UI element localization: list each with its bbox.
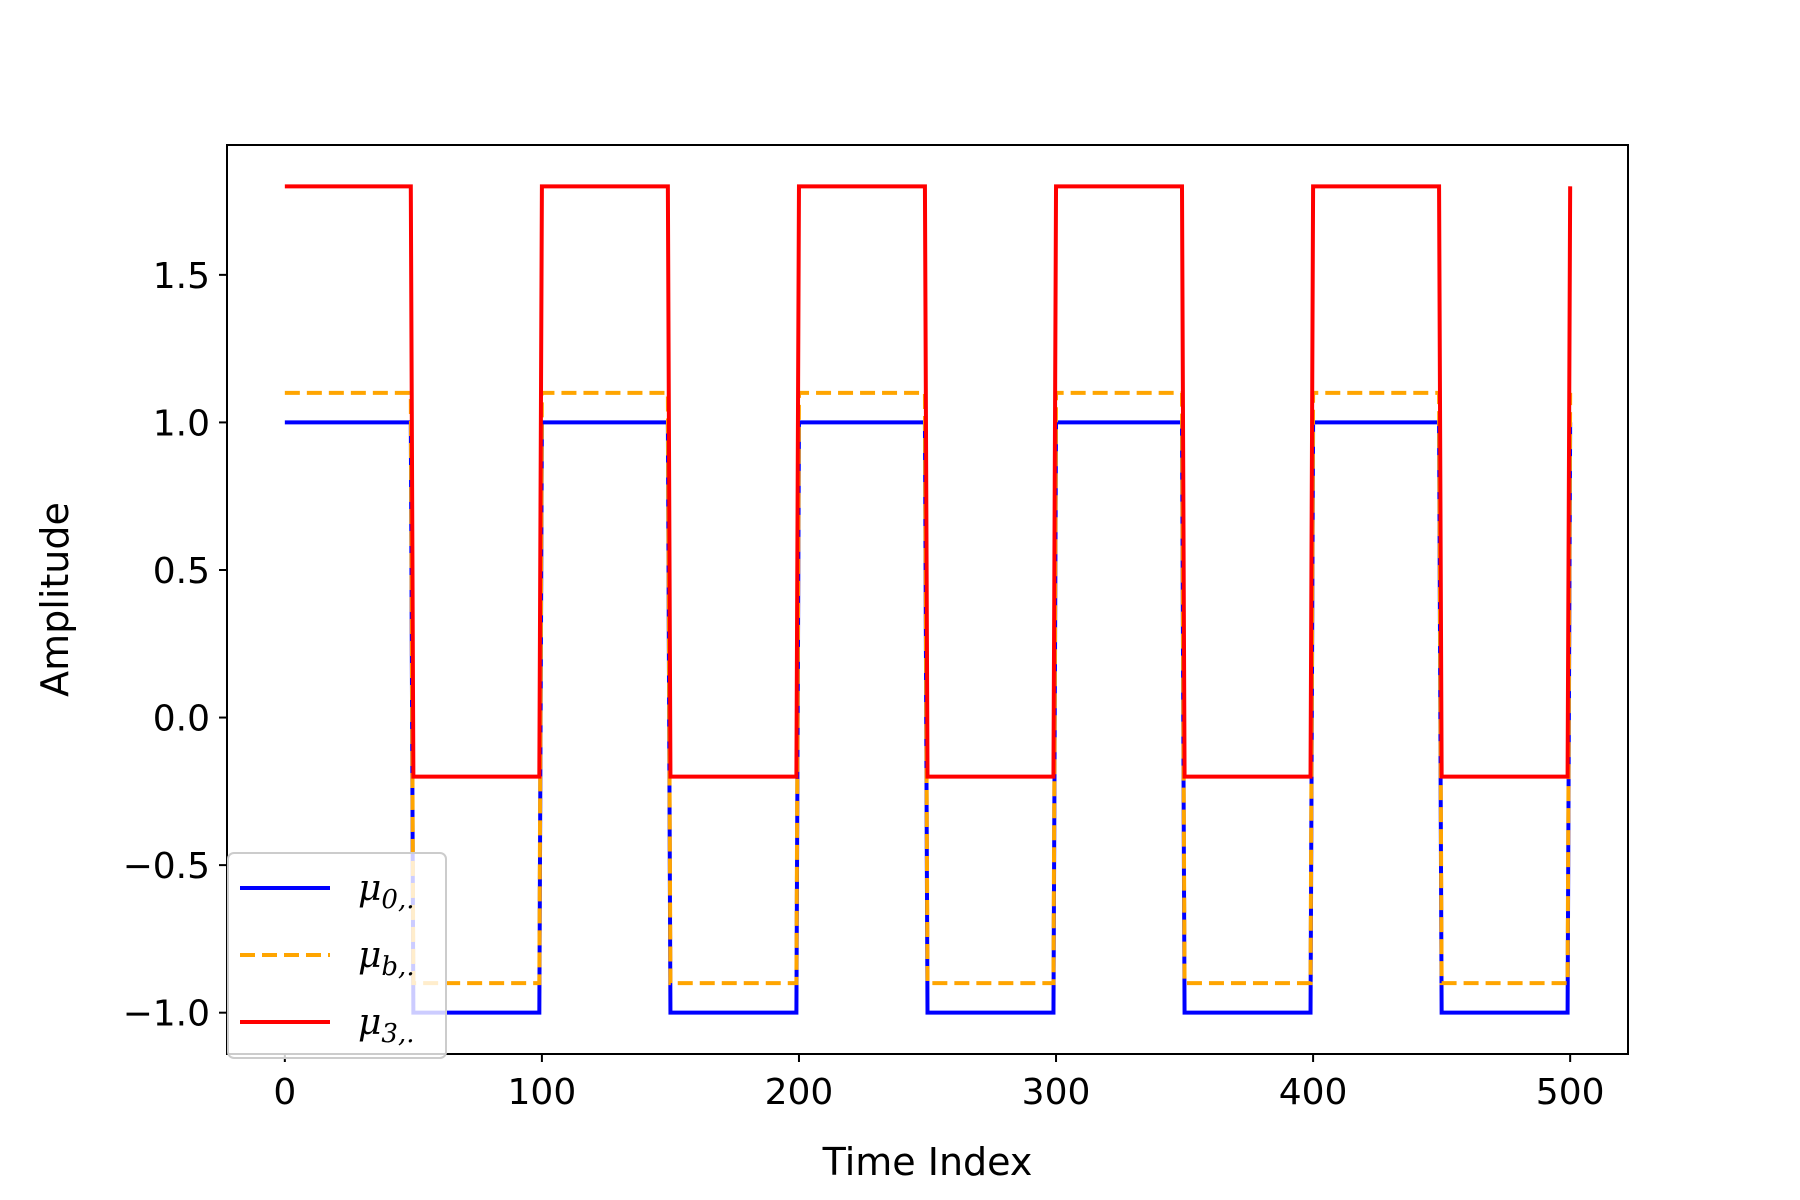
x-tick-label: 200	[765, 1072, 834, 1113]
x-tick-label: 500	[1536, 1072, 1605, 1113]
legend-label: μ0,.	[358, 868, 414, 915]
x-tick-label: 100	[508, 1072, 577, 1113]
y-tick-label: 0.5	[153, 551, 210, 592]
y-tick-label: 0.0	[153, 699, 210, 740]
legend-label: μb,.	[358, 935, 415, 982]
x-axis: 0 100 200 300 400 500	[273, 1054, 1605, 1113]
series-line-0	[284, 420, 1573, 1015]
x-tick-label: 300	[1022, 1072, 1091, 1113]
x-tick-label: 0	[273, 1072, 296, 1113]
series-line-2	[284, 184, 1573, 779]
y-tick-label: −1.0	[123, 994, 210, 1035]
legend-box	[227, 852, 447, 1059]
plot-area	[284, 184, 1573, 1015]
axes-frame	[226, 144, 1629, 1055]
legend: μ0,. μb,. μ3,.	[227, 852, 447, 1059]
y-axis: −1.0 −0.5 0.0 0.5 1.0 1.5	[123, 256, 227, 1035]
x-tick-label: 400	[1279, 1072, 1348, 1113]
y-tick-label: 1.0	[153, 403, 210, 444]
legend-label: μ3,.	[358, 1002, 414, 1049]
y-tick-label: 1.5	[153, 256, 210, 297]
y-tick-label: −0.5	[123, 846, 210, 887]
x-axis-label: Time Index	[822, 1140, 1033, 1184]
series-line-1	[284, 390, 1573, 986]
y-axis-label: Amplitude	[33, 502, 77, 697]
